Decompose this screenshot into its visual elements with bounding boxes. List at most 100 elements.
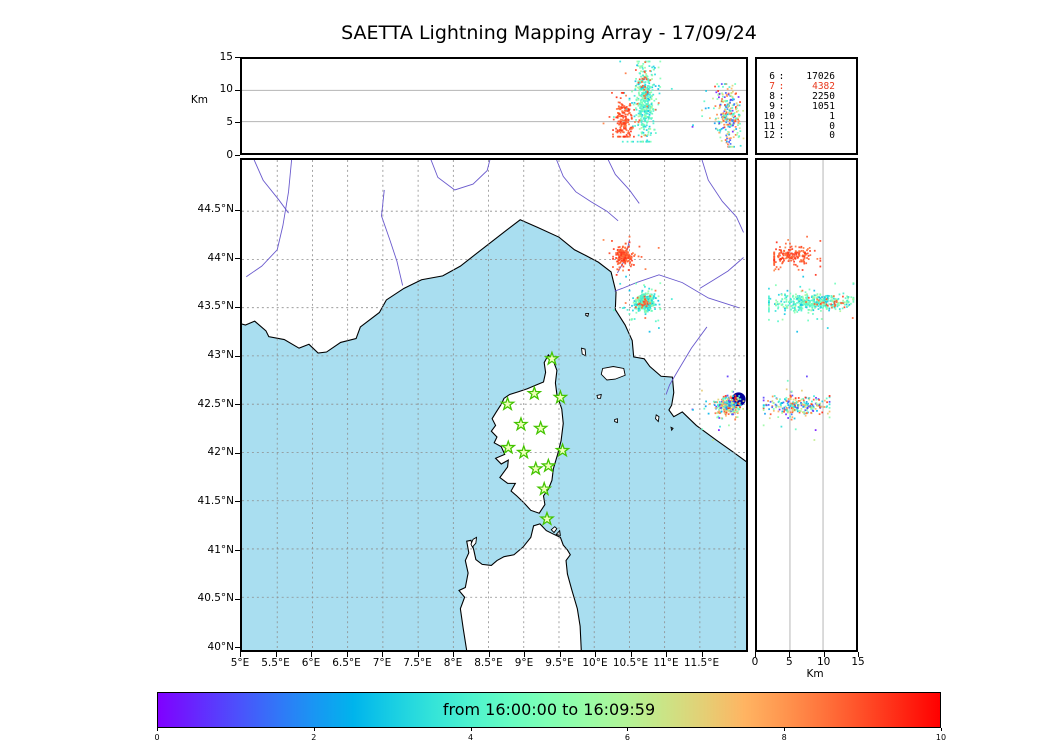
lightning-source-point (779, 254, 781, 257)
lightning-source-point (773, 259, 776, 261)
lightning-source-point (768, 297, 770, 300)
lightning-source-point (732, 395, 734, 398)
lightning-source-point (784, 304, 787, 307)
lightning-source-point (640, 109, 642, 112)
lightning-source-point (767, 400, 769, 402)
lightning-source-point (821, 400, 824, 403)
lightning-source-point (631, 90, 633, 93)
lightning-source-point (731, 119, 733, 121)
lightning-source-point (726, 398, 729, 400)
lightning-source-point (645, 293, 648, 296)
lightning-source-point (791, 248, 794, 250)
lightning-source-point (775, 405, 778, 408)
lightning-source-point (804, 251, 806, 254)
lightning-source-point (784, 309, 786, 312)
lightning-source-point (819, 405, 822, 407)
lightning-source-point (637, 81, 640, 84)
lightning-source-point (794, 263, 797, 266)
lightning-source-point (791, 411, 794, 414)
lightning-source-point (647, 110, 650, 113)
lightning-source-point (803, 405, 805, 408)
lightning-source-point (634, 121, 636, 123)
lightning-source-point (802, 251, 805, 253)
lightning-source-point (792, 401, 795, 404)
lightning-source-point (648, 103, 651, 106)
lightning-source-point (728, 399, 730, 402)
lightning-source-point (793, 253, 796, 256)
lightning-source-point (628, 133, 631, 136)
lightning-source-point (728, 424, 730, 427)
lightning-source-point (645, 77, 648, 80)
lightning-source-point (731, 107, 734, 109)
lightning-source-point (790, 407, 793, 409)
lightning-source-point (780, 404, 782, 406)
lightning-source-point (788, 257, 791, 260)
station-count-row: 10:1 (757, 111, 856, 122)
lightning-source-point (790, 308, 792, 311)
lightning-source-point (729, 107, 732, 110)
lightning-source-point (634, 301, 637, 304)
lightning-source-point (794, 403, 797, 405)
lightning-source-point (628, 110, 630, 112)
lightning-source-point (802, 254, 804, 257)
lightning-source-point (790, 301, 793, 303)
lightning-source-point (641, 102, 644, 105)
lightning-source-point (637, 297, 640, 300)
lightning-source-point (773, 251, 776, 254)
lightning-source-point (638, 128, 641, 130)
lightning-source-point (790, 390, 793, 393)
lightning-source-point (732, 124, 734, 127)
lightning-source-point (649, 301, 652, 304)
lightning-source-point (726, 95, 728, 97)
lightning-source-point (624, 128, 627, 130)
lightning-source-point (715, 91, 718, 94)
lightning-source-point (643, 115, 646, 117)
lightning-source-point (642, 63, 645, 65)
lightning-source-point (834, 298, 836, 301)
lightning-source-point (810, 309, 813, 312)
lightning-source-point (657, 246, 660, 249)
lightning-source-point (794, 428, 797, 431)
lightning-source-point (720, 121, 723, 124)
lightning-source-point (652, 120, 655, 122)
lightning-source-point (651, 78, 653, 80)
altitude-tick-label: 15 (219, 50, 233, 63)
lightning-source-point (834, 304, 837, 306)
lma-station-star (499, 395, 516, 411)
lightning-source-point (640, 98, 643, 101)
lightning-source-point (645, 74, 648, 77)
lightning-source-point (644, 86, 646, 88)
lightning-source-point (718, 120, 721, 123)
lightning-source-point (718, 96, 720, 99)
lightning-source-point (716, 404, 719, 406)
island (600, 366, 626, 381)
lightning-source-point (623, 109, 626, 112)
lightning-source-point (618, 101, 621, 104)
lat-tick-label: 42.5°N (197, 397, 234, 410)
lightning-source-point (785, 388, 788, 391)
lightning-source-point (640, 101, 642, 104)
station-count-value: 2250 (812, 90, 835, 102)
lightning-source-point (820, 318, 823, 320)
lightning-source-point (826, 306, 829, 309)
lightning-source-point (646, 93, 649, 95)
lightning-source-point (649, 92, 651, 94)
lightning-source-point (650, 73, 653, 76)
lightning-source-point (725, 406, 728, 409)
lightning-source-point (626, 132, 629, 135)
separator: : (778, 80, 785, 92)
lightning-source-point (818, 403, 821, 406)
lightning-source-point (805, 301, 807, 303)
lightning-source-point (784, 253, 787, 255)
lightning-source-point (716, 129, 719, 132)
lightning-source-point (641, 306, 643, 309)
lightning-source-point (723, 100, 726, 102)
lightning-source-point (642, 117, 645, 120)
lightning-source-point (736, 104, 739, 107)
lightning-source-point (835, 299, 838, 302)
lightning-source-point (787, 401, 790, 403)
lightning-source-point (648, 309, 650, 312)
lightning-source-point (646, 303, 649, 305)
lightning-source-point (630, 253, 633, 255)
lightning-source-point (732, 390, 735, 393)
